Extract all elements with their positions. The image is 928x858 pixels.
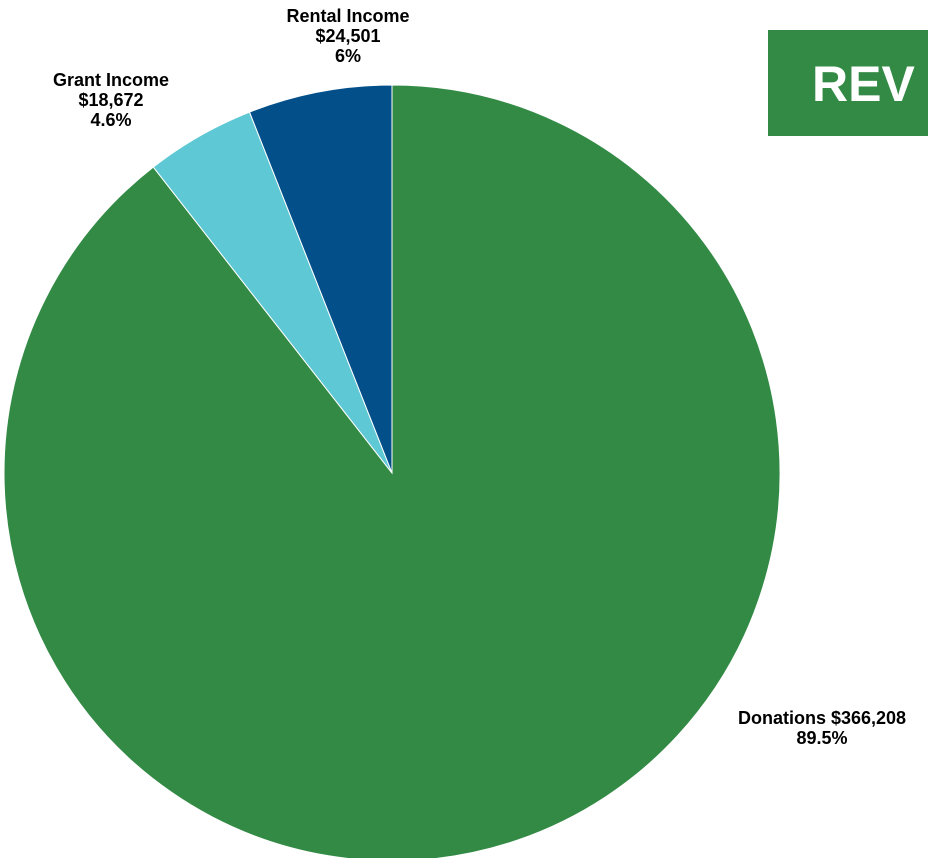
slice-label-line: Grant Income <box>53 70 169 90</box>
pie-labels: Donations $366,208 89.5% Grant Income $18,6… <box>53 6 906 748</box>
slice-label-line: $18,672 <box>78 90 143 110</box>
slice-label-line: Donations $366,208 <box>738 708 906 728</box>
slice-label-line: $24,501 <box>315 26 380 46</box>
slice-label-rental-income: Rental Income $24,501 6% <box>286 6 409 66</box>
slice-label-line: 6% <box>335 46 361 66</box>
slice-label-line: Rental Income <box>286 6 409 26</box>
pie-slices <box>3 84 781 858</box>
banner-title: REV <box>812 56 915 112</box>
pie-slice-rental-income <box>248 84 393 474</box>
slice-label-line: 89.5% <box>796 728 847 748</box>
slice-label-donations: Donations $366,208 89.5% <box>738 708 906 748</box>
slice-label-line: 4.6% <box>90 110 131 130</box>
slice-label-grant-income: Grant Income $18,672 4.6% <box>53 70 169 130</box>
revenue-banner: REV <box>768 30 928 136</box>
